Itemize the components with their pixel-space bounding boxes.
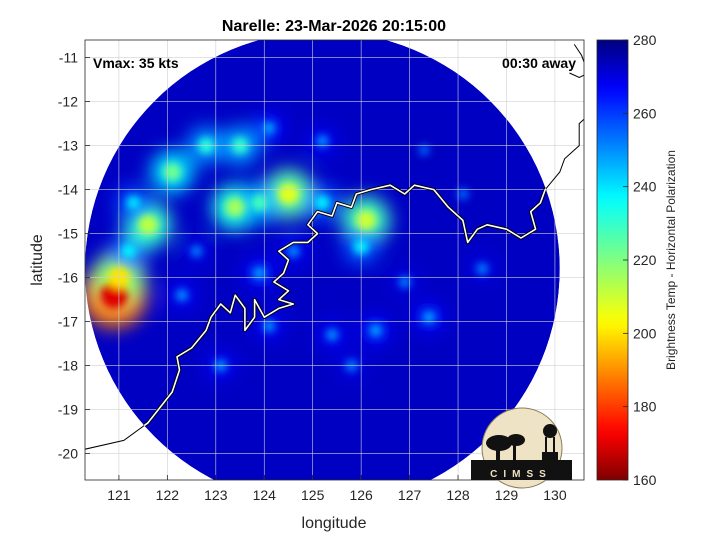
colorbar-tick-label: 220 xyxy=(633,252,657,268)
time-offset-label: 00:30 away xyxy=(502,55,576,71)
coastline-line xyxy=(85,118,560,450)
colorbar: 160 180 200 220 240 260 280 Brightness Temp - … xyxy=(596,32,678,488)
cimss-logo: CIMSS xyxy=(471,407,572,489)
colorbar-tick-label: 280 xyxy=(633,32,657,48)
cloud-feature-core xyxy=(190,245,203,258)
x-tick-label: 126 xyxy=(349,487,373,503)
cloud-feature-core xyxy=(225,197,245,217)
y-tick-label: -12 xyxy=(58,94,78,110)
cloud-feature-core xyxy=(422,310,436,324)
x-tick-label: 124 xyxy=(253,487,277,503)
x-tick-label: 122 xyxy=(156,487,180,503)
cloud-feature-core xyxy=(369,323,383,337)
cloud-feature-core xyxy=(252,266,266,280)
cloud-feature-core xyxy=(138,214,158,235)
cloud-feature-core xyxy=(121,243,137,259)
coastline-outline xyxy=(569,72,584,78)
cloud-feature-core xyxy=(262,121,276,135)
x-tick-label: 128 xyxy=(446,487,470,503)
cimss-logo-text: CIMSS xyxy=(490,469,552,480)
x-tick-label: 127 xyxy=(398,487,422,503)
y-tick-label: -13 xyxy=(58,138,78,154)
colorbar-tick-label: 260 xyxy=(633,105,657,121)
colorbar-tick-label: 160 xyxy=(633,472,657,488)
cloud-feature-core xyxy=(476,262,489,275)
cloud-feature-core xyxy=(418,144,430,156)
x-tick-label: 121 xyxy=(107,487,131,503)
vmax-label: Vmax: 35 kts xyxy=(93,55,179,71)
y-tick-label: -19 xyxy=(58,402,78,418)
cloud-feature-core xyxy=(314,195,330,211)
cloud-feature-core xyxy=(316,134,329,148)
swath-image xyxy=(85,40,560,480)
cloud-feature-core xyxy=(325,328,339,342)
cloud-feature-core xyxy=(286,244,300,258)
y-axis-label: latitude xyxy=(29,234,46,286)
cloud-feature-core xyxy=(457,188,469,200)
y-tick-label: -15 xyxy=(58,226,78,242)
axes-frame xyxy=(84,39,585,481)
y-tick-label: -17 xyxy=(58,314,78,330)
x-tick-label: 125 xyxy=(301,487,325,503)
y-tick-label: -18 xyxy=(58,358,78,374)
cloud-feature-core xyxy=(278,183,299,205)
cloud-feature-core xyxy=(262,319,276,333)
colorbar-tick-label: 200 xyxy=(633,325,657,341)
cloud-feature-core xyxy=(163,163,182,181)
colorbar-tick-label: 180 xyxy=(633,399,657,415)
cloud-feature-core xyxy=(126,195,141,211)
cloud-feature-core xyxy=(175,288,189,302)
x-axis-label: longitude xyxy=(302,515,367,532)
cloud-feature-core xyxy=(251,194,268,212)
colorbar-tick-label: 240 xyxy=(633,179,657,195)
chart-title: Narelle: 23-Mar-2026 20:15:00 xyxy=(222,18,446,35)
x-tick-label: 123 xyxy=(204,487,228,503)
cloud-feature-core xyxy=(398,275,411,289)
grid-lines xyxy=(85,40,584,480)
y-tick-label: -14 xyxy=(58,182,78,198)
y-tick-label: -16 xyxy=(58,270,78,286)
x-tick-label: 129 xyxy=(495,487,519,503)
coastline-outline xyxy=(573,44,584,63)
x-tick-label: 130 xyxy=(543,487,567,503)
coastline xyxy=(85,44,584,451)
axis-ticks: 121 122 123 124 125 126 127 128 129 130 -11 -12 -13 -… xyxy=(58,50,567,503)
cloud-feature-core xyxy=(355,210,377,231)
y-tick-label: -20 xyxy=(58,446,78,462)
y-tick-label: -11 xyxy=(59,50,78,66)
colorbar-label: Brightness Temp - Horizontal Polarizatio… xyxy=(664,150,678,370)
